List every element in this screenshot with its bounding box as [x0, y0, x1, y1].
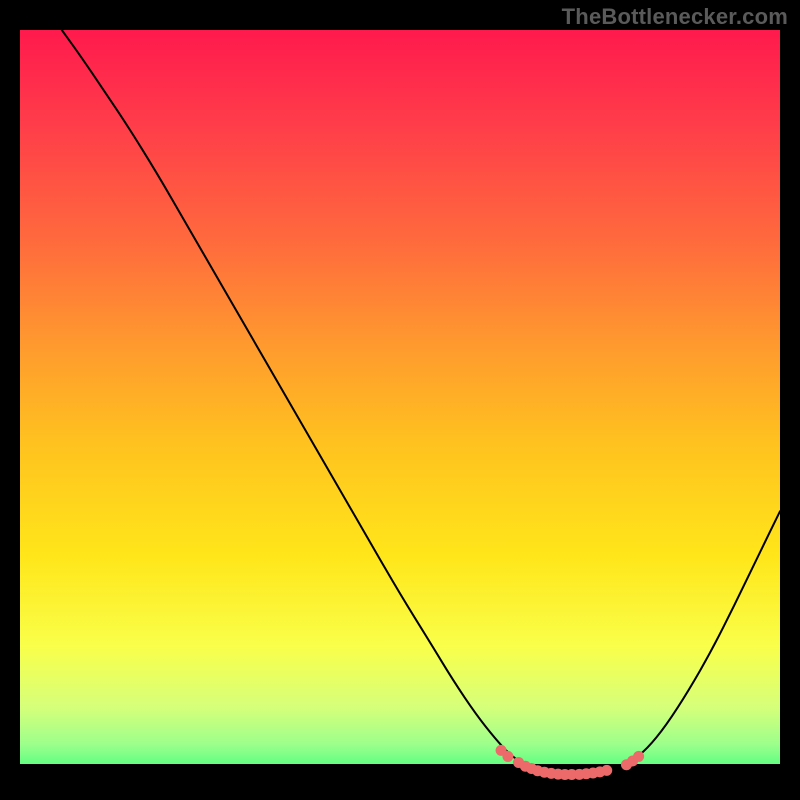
bottom-band — [20, 764, 780, 782]
highlight-dot — [633, 751, 644, 762]
highlight-dot — [502, 751, 513, 762]
watermark-text: TheBottlenecker.com — [562, 4, 788, 30]
bottleneck-chart — [0, 0, 800, 800]
highlight-dot — [601, 765, 612, 776]
gradient-background — [20, 30, 780, 782]
